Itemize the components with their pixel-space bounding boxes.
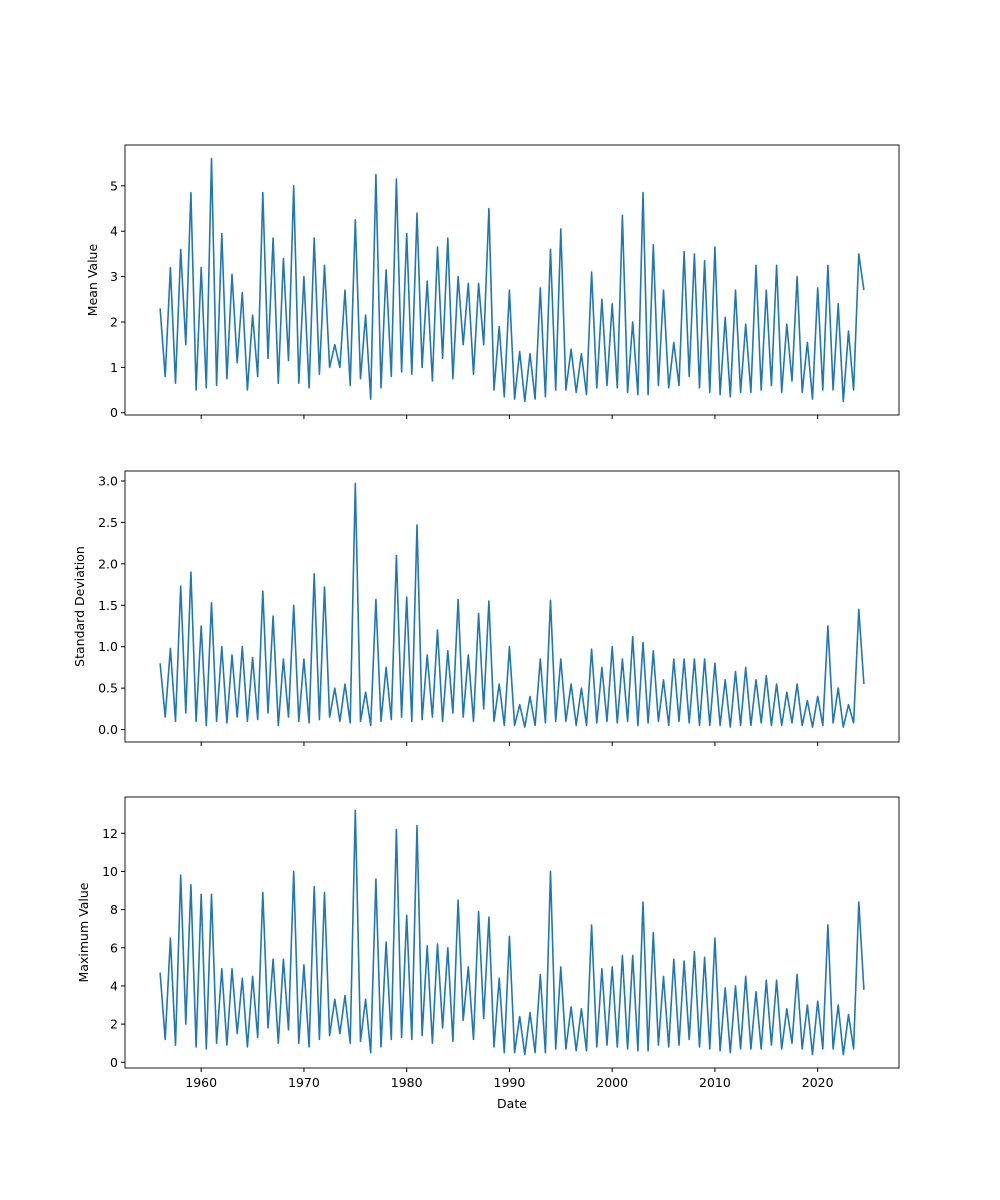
- series-line: [159, 157, 865, 403]
- y-tick-label: 0: [110, 405, 118, 420]
- y-tick-label: 12: [102, 826, 118, 841]
- subplot-3: 0 2 4 6 8 10 12 1960 1970 1980 1990 2000 2010 2020 Max…: [76, 796, 900, 1111]
- x-tick-label: 2010: [699, 1075, 731, 1090]
- y-tick-label: 1.5: [98, 598, 118, 613]
- y-tick-label: 1.0: [98, 639, 118, 654]
- y-tick-label: 10: [102, 864, 118, 879]
- y-tick-label: 6: [110, 940, 118, 955]
- y-tick-label: 2.5: [98, 515, 118, 530]
- axes-frame: [124, 144, 900, 416]
- y-axis-label: Maximum Value: [76, 882, 91, 982]
- y-tick-label: 3: [110, 269, 118, 284]
- x-tick-label: 1960: [185, 1075, 217, 1090]
- axes-frame: [124, 470, 900, 743]
- y-tick-label: 2: [110, 1017, 118, 1032]
- subplot-1: 0 1 2 3 4 5 Mean Value: [85, 144, 900, 420]
- y-tick-label: 4: [110, 224, 118, 239]
- series-line: [159, 482, 865, 728]
- subplot-2: 0.0 0.5 1.0 1.5 2.0 2.5 3.0 Standard Deviation: [72, 470, 900, 746]
- y-tick-label: 0.5: [98, 681, 118, 696]
- y-tick-label: 3.0: [98, 473, 118, 488]
- x-tick-label: 2020: [802, 1075, 834, 1090]
- y-axis-label: Standard Deviation: [72, 546, 87, 667]
- x-axis-label: Date: [497, 1096, 527, 1111]
- y-tick-label: 8: [110, 902, 118, 917]
- x-tick-label: 1990: [494, 1075, 526, 1090]
- y-axis-label: Mean Value: [85, 244, 100, 317]
- y-tick-label: 0.0: [98, 722, 118, 737]
- x-tick-label: 2000: [596, 1075, 628, 1090]
- series-line: [159, 809, 865, 1056]
- axes-frame: [124, 796, 900, 1069]
- x-tick-label: 1970: [288, 1075, 320, 1090]
- y-tick-label: 2.0: [98, 556, 118, 571]
- y-tick-label: 2: [110, 314, 118, 329]
- y-tick-label: 5: [110, 178, 118, 193]
- y-tick-label: 4: [110, 978, 118, 993]
- y-tick-label: 0: [110, 1055, 118, 1070]
- x-tick-label: 1980: [391, 1075, 423, 1090]
- y-tick-label: 1: [110, 360, 118, 375]
